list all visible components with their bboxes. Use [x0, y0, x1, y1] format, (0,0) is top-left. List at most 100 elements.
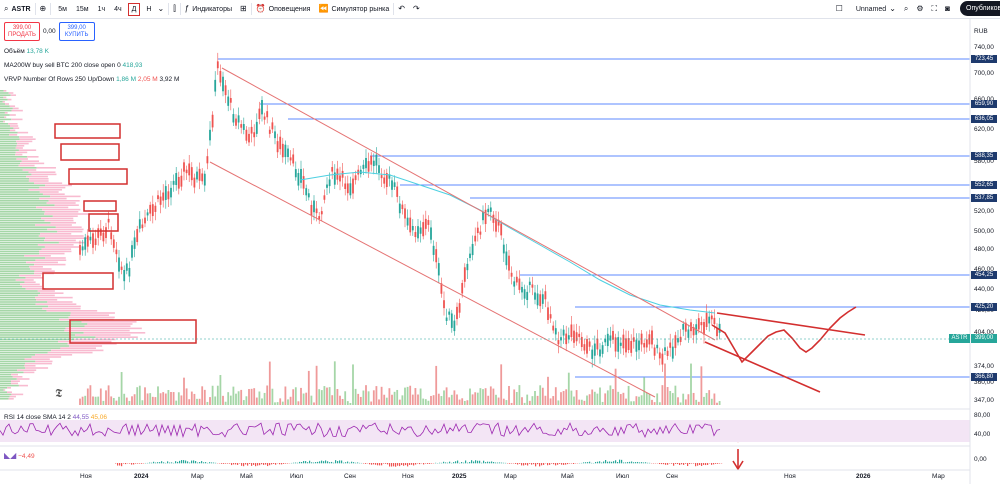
macd-bar: [343, 462, 345, 464]
macd-bar: [259, 463, 261, 466]
compare-button[interactable]: ⊕: [36, 0, 51, 18]
volume-bar: [700, 366, 703, 405]
macd-bar: [411, 463, 413, 465]
undo-button[interactable]: ↶: [394, 0, 409, 18]
volume-profile-down: [11, 373, 18, 376]
indicator-visibility-icon[interactable]: ◣◢: [4, 451, 17, 460]
candle-body: [185, 169, 188, 174]
candle-body: [466, 263, 469, 271]
trade-panel: 399,00 ПРОДАТЬ 0,00 399,00 КУПИТЬ: [4, 22, 95, 41]
candle-body: [240, 124, 243, 128]
volume-profile-down: [48, 200, 80, 202]
macd-bar: [313, 462, 315, 464]
volume-bar: [541, 387, 544, 405]
volume-bar: [159, 393, 162, 405]
macd-bar: [429, 463, 431, 464]
macd-bar: [525, 463, 527, 465]
volume-legend[interactable]: Объём 13,78 K: [4, 48, 49, 55]
macd-legend[interactable]: ◣◢ −4,49: [4, 451, 35, 461]
volume-profile-down: [81, 321, 137, 323]
templates-button[interactable]: ⊞: [236, 0, 251, 18]
volume-bar: [362, 390, 365, 405]
timeframe-day[interactable]: Д: [127, 2, 141, 16]
volume-profile-down: [35, 360, 53, 363]
volume-bar: [333, 361, 336, 405]
macd-bar: [161, 461, 163, 464]
macd-bar: [683, 463, 685, 465]
candle-body: [718, 323, 721, 333]
redo-button[interactable]: ↷: [409, 0, 424, 18]
volume-bar: [232, 386, 235, 405]
volume-bar: [705, 392, 708, 405]
ma-legend[interactable]: MA200W buy sell BTC 200 close open 0 418…: [4, 62, 142, 69]
volume-bar: [183, 377, 185, 405]
quick-search-button[interactable]: ⌕: [900, 0, 912, 18]
fullscreen-button[interactable]: ⛶: [928, 0, 942, 18]
volume-bar: [294, 387, 297, 405]
vrvp-legend[interactable]: VRVP Number Of Rows 250 Up/Down 1,86 M 2…: [4, 76, 179, 83]
candle-body: [102, 232, 105, 242]
level-price-label: 636,05: [971, 115, 997, 123]
timeframe-1h[interactable]: 1ч: [97, 5, 106, 13]
timeframe-5m[interactable]: 5м: [58, 5, 67, 13]
volume-bar: [580, 399, 583, 405]
chart-type-button[interactable]: ⫿: [169, 0, 180, 18]
volume-profile: [0, 90, 146, 400]
chevron-down-icon[interactable]: ⌄: [157, 4, 165, 13]
timeframe-4h[interactable]: 4ч: [114, 5, 122, 13]
candle-body: [580, 336, 583, 348]
buy-button[interactable]: 399,00 КУПИТЬ: [58, 22, 95, 41]
alerts-button[interactable]: ⏰ Оповещения: [252, 0, 315, 18]
volume-bar: [658, 402, 661, 405]
candle-body: [583, 344, 586, 351]
candle-body: [248, 133, 250, 143]
macd-bar: [371, 463, 373, 465]
volume-bar: [287, 399, 289, 405]
candle-body: [430, 227, 432, 240]
timeframe-week[interactable]: Н: [146, 5, 152, 13]
volume-profile-down: [36, 167, 56, 169]
volume-profile-down: [9, 114, 16, 116]
macd-bar: [393, 463, 395, 467]
macd-bar: [275, 463, 277, 465]
timeframe-15m[interactable]: 15м: [75, 5, 89, 13]
volume-profile-up: [0, 266, 30, 268]
candle-body: [378, 165, 380, 173]
candle-body: [521, 286, 523, 293]
volume-bar: [162, 392, 165, 405]
macd-bar: [673, 463, 675, 466]
volume-bar: [713, 393, 716, 405]
macd-bar: [547, 463, 549, 466]
annotation-box: [88, 213, 119, 232]
candle-body: [518, 278, 521, 290]
replay-button[interactable]: ⏪ Симулятор рынка: [314, 0, 393, 18]
macd-bar: [129, 463, 131, 464]
volume-profile-up: [0, 259, 36, 261]
volume-profile-down: [5, 103, 10, 105]
volume-bar: [227, 392, 230, 405]
macd-bar: [369, 463, 371, 465]
rsi-legend[interactable]: RSI 14 close SMA 14 2 44,55 45,06: [4, 414, 107, 421]
currency-label[interactable]: RUB: [974, 28, 988, 35]
indicators-button[interactable]: ƒ Индикаторы: [181, 0, 236, 18]
macd-bar: [319, 461, 321, 464]
volume-bar: [544, 395, 547, 405]
candle-body: [406, 217, 409, 226]
time-tick: Сен: [666, 473, 678, 480]
settings-button[interactable]: ⚙: [912, 0, 927, 18]
macd-bar: [385, 463, 387, 464]
candle-body: [154, 205, 157, 212]
macd-bar: [663, 463, 665, 465]
snapshot-button[interactable]: ◙: [941, 0, 954, 18]
volume-profile-up: [0, 156, 27, 158]
candle-body: [458, 303, 461, 313]
symbol-search[interactable]: ⌕ ASTR: [0, 0, 35, 18]
sell-button[interactable]: 399,00 ПРОДАТЬ: [4, 22, 40, 41]
macd-bar: [619, 459, 621, 464]
macd-bar: [599, 461, 601, 464]
layout-select[interactable]: ☐ Unnamed ⌄: [832, 0, 900, 18]
volume-profile-down: [42, 208, 81, 211]
publish-button[interactable]: Опубликовать: [960, 1, 1000, 16]
macd-bar: [497, 462, 499, 464]
